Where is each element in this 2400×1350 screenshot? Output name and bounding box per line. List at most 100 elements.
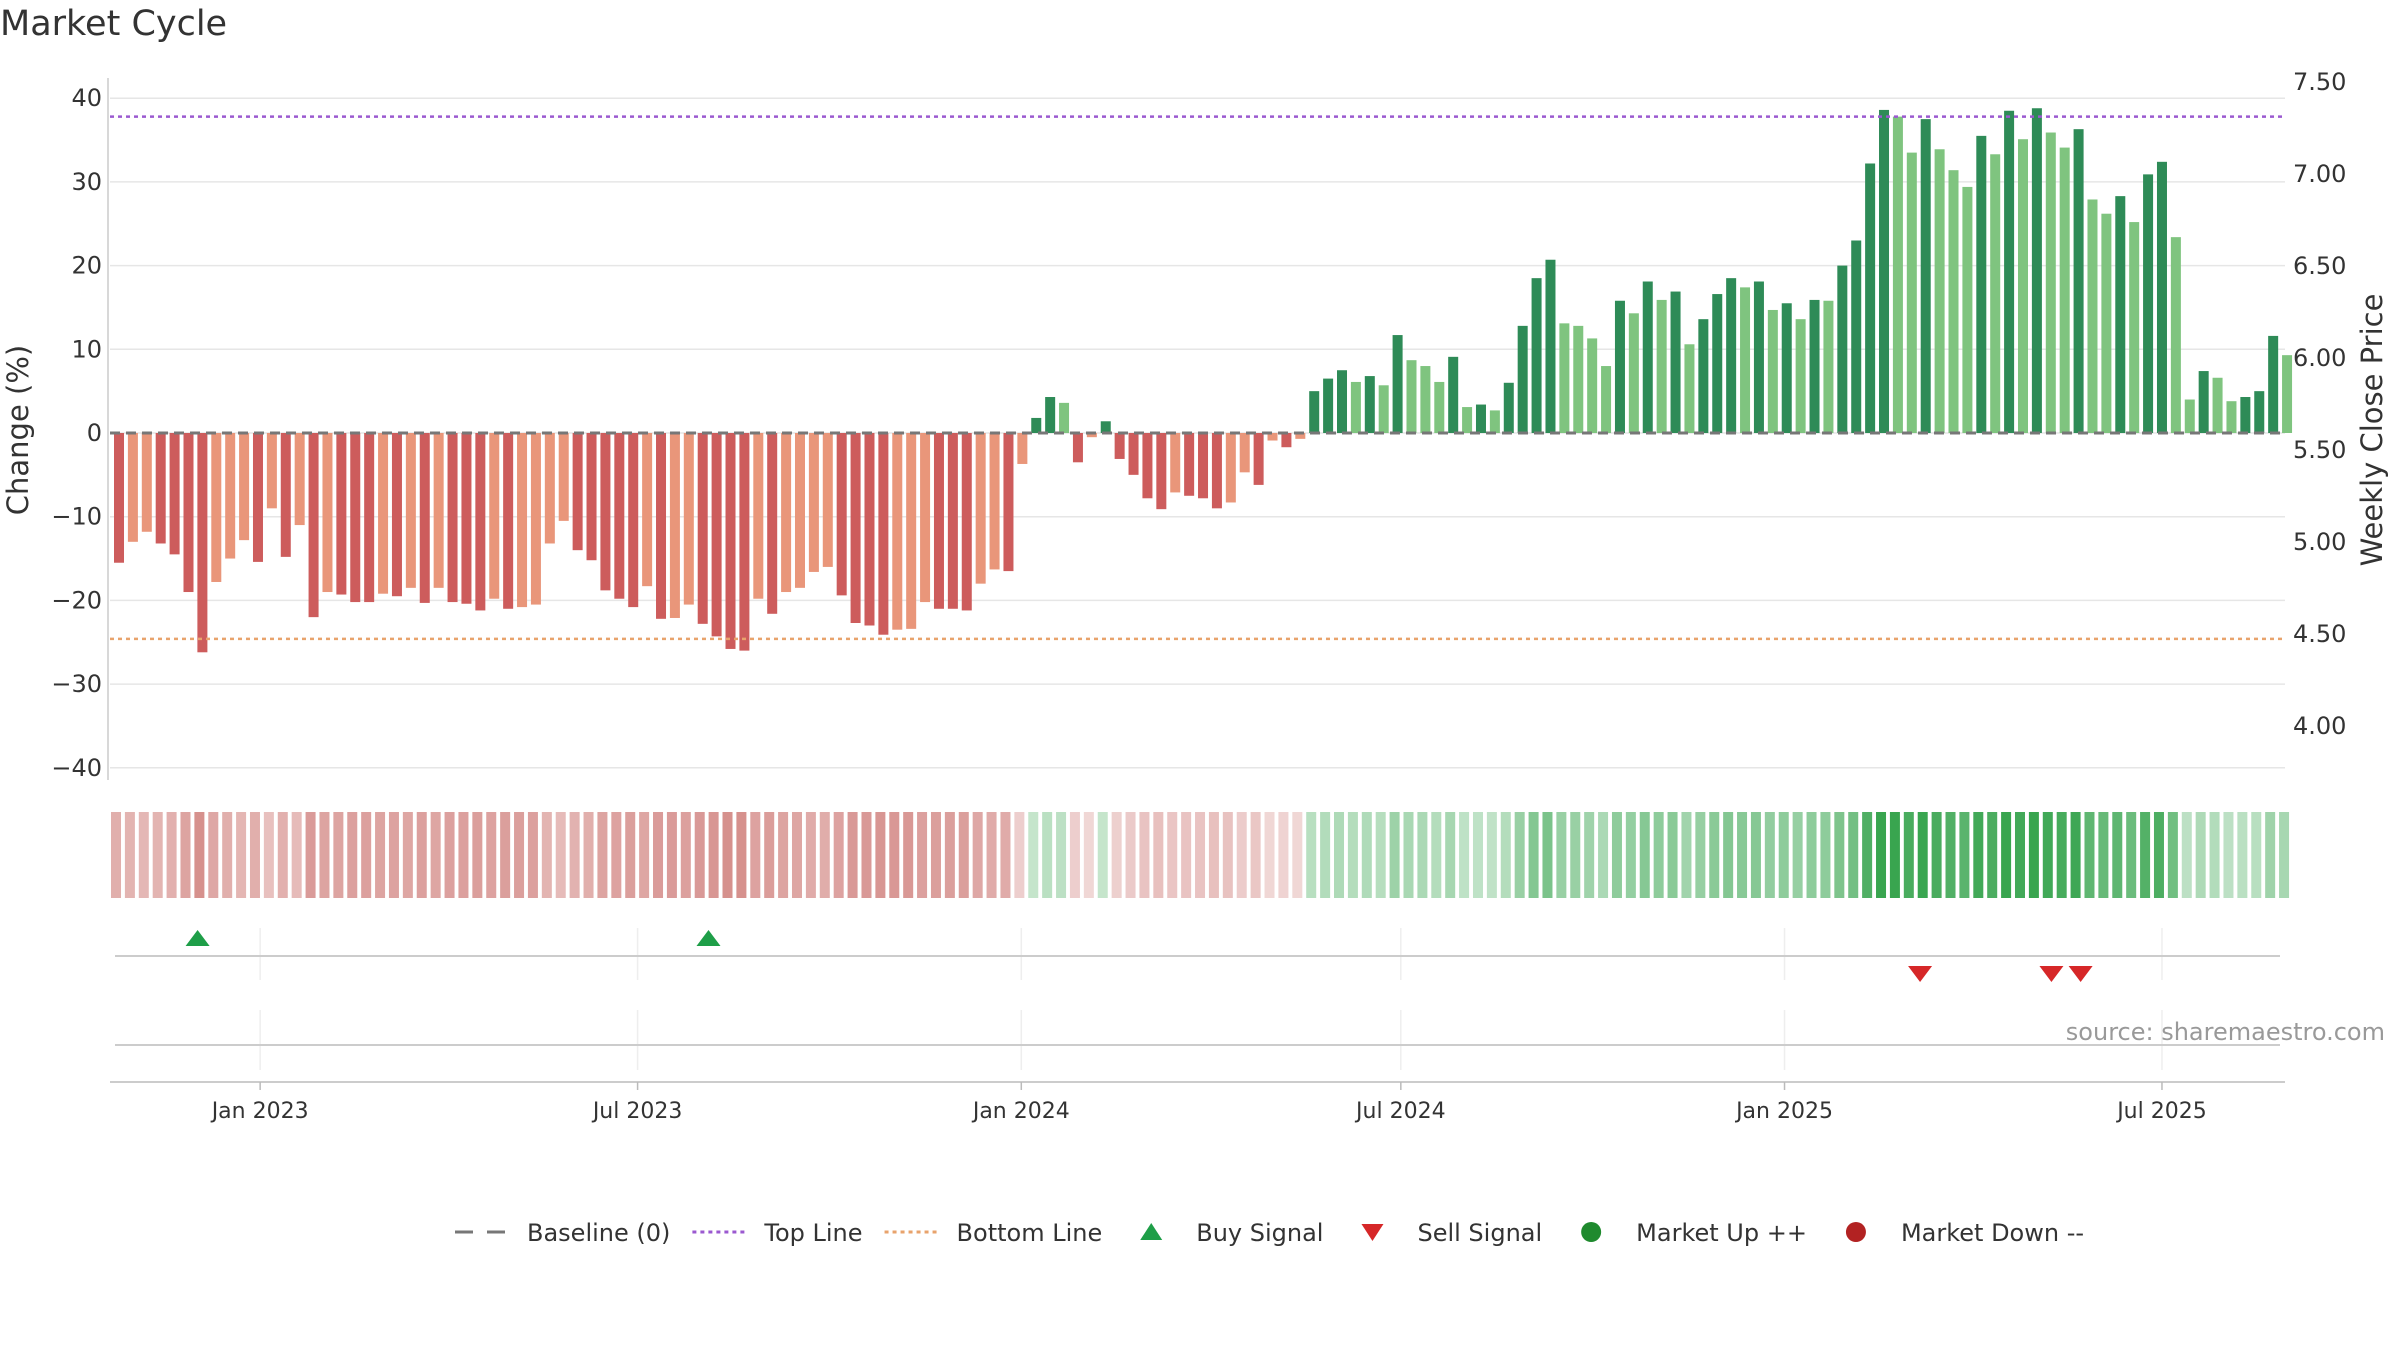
change-bar [1517,325,1528,433]
change-bar [461,433,472,604]
heat-cell [1834,812,1845,898]
heat-cell [236,812,247,898]
change-bar [878,433,889,635]
heat-cell [1083,812,1094,898]
change-bar [489,433,500,599]
change-bar [1559,323,1570,433]
y-tick-label: 10 [71,335,102,363]
heat-cell [222,812,233,898]
heat-cell [1347,812,1358,898]
change-bar [127,433,138,542]
heat-cell [2001,812,2012,898]
change-bar [1475,404,1486,433]
heat-cell [1431,812,1442,898]
heat-cell [1806,812,1817,898]
heat-cell [180,812,191,898]
heat-cell [1611,812,1622,898]
change-bar [1503,382,1514,433]
change-bar [933,433,944,609]
change-bar [1448,356,1459,433]
heat-cell [639,812,650,898]
change-bar [1323,378,1334,433]
heat-cell [1556,812,1567,898]
heat-cell [1862,812,1873,898]
change-bar [1740,287,1751,433]
heat-cell [1737,812,1748,898]
change-bar [1573,325,1584,433]
heat-cell [1222,812,1233,898]
heat-cell [124,812,135,898]
change-bar [2031,108,2042,433]
heat-cell [2042,812,2053,898]
heat-cell [597,812,608,898]
change-bar [1086,433,1097,438]
change-bar [183,433,194,593]
heat-cell [375,812,386,898]
change-bar [2115,196,2126,433]
change-bar [1879,109,1890,433]
change-bar [1142,433,1153,499]
heat-cell [430,812,441,898]
legend-item: Top Line [692,1219,863,1247]
heat-cell [1667,812,1678,898]
source-text: source: sharemaestro.com [2066,1018,2385,1046]
legend: Baseline (0) Top Line Bottom Line Buy Signa… [455,1219,2084,1247]
change-bar [2226,401,2237,433]
change-bar [2184,399,2195,433]
y-tick-label: −30 [51,670,102,698]
legend-label: Baseline (0) [527,1219,670,1247]
change-bar [1614,300,1625,433]
heat-cell [555,812,566,898]
change-bar [1684,344,1695,433]
sell-signal-marker [2068,966,2093,982]
change-bar [1726,278,1737,433]
change-bar [628,433,639,608]
heat-cell [1208,812,1219,898]
change-bar [2212,377,2223,433]
heat-cell [347,812,358,898]
change-bar [1406,360,1417,433]
heat-cell [903,812,914,898]
change-bar [2198,371,2209,433]
change-bar [614,433,625,599]
heat-cell [2265,812,2276,898]
change-bar [794,433,805,588]
heat-cell [972,812,983,898]
heat-cell [1389,812,1400,898]
change-bar [308,433,319,618]
change-bar [1990,154,2001,434]
x-tick-label: Jul 2023 [591,1099,683,1124]
change-bar [781,433,792,593]
change-bar [2240,397,2251,433]
legend-label: Bottom Line [957,1219,1103,1247]
change-bar [1100,421,1111,433]
change-bar [350,433,361,603]
change-bar [503,433,514,609]
change-bar [1239,433,1250,473]
heat-cell [1486,812,1497,898]
change-bar [1712,294,1723,433]
change-bar [697,433,708,624]
heat-cell [1723,812,1734,898]
heat-cell [1695,812,1706,898]
change-bar [1184,433,1195,496]
change-bar [1837,265,1848,433]
change-bar [1906,152,1917,434]
change-bar [2268,335,2279,433]
heat-cell [1917,812,1928,898]
heat-cell [611,812,622,898]
x-tick-label: Jan 2025 [1734,1099,1833,1124]
heat-cell [1876,812,1887,898]
change-bar [1656,299,1667,433]
heat-cell [2070,812,2081,898]
heat-cell [875,812,886,898]
change-bar [2282,355,2293,433]
heat-cell [1639,812,1650,898]
y-tick-label: −20 [51,586,102,614]
change-bar [1531,278,1542,433]
heat-cell [847,812,858,898]
change-bar [1309,391,1320,433]
heat-cell [319,812,330,898]
change-bars [114,108,2293,653]
change-bar [2059,147,2070,433]
